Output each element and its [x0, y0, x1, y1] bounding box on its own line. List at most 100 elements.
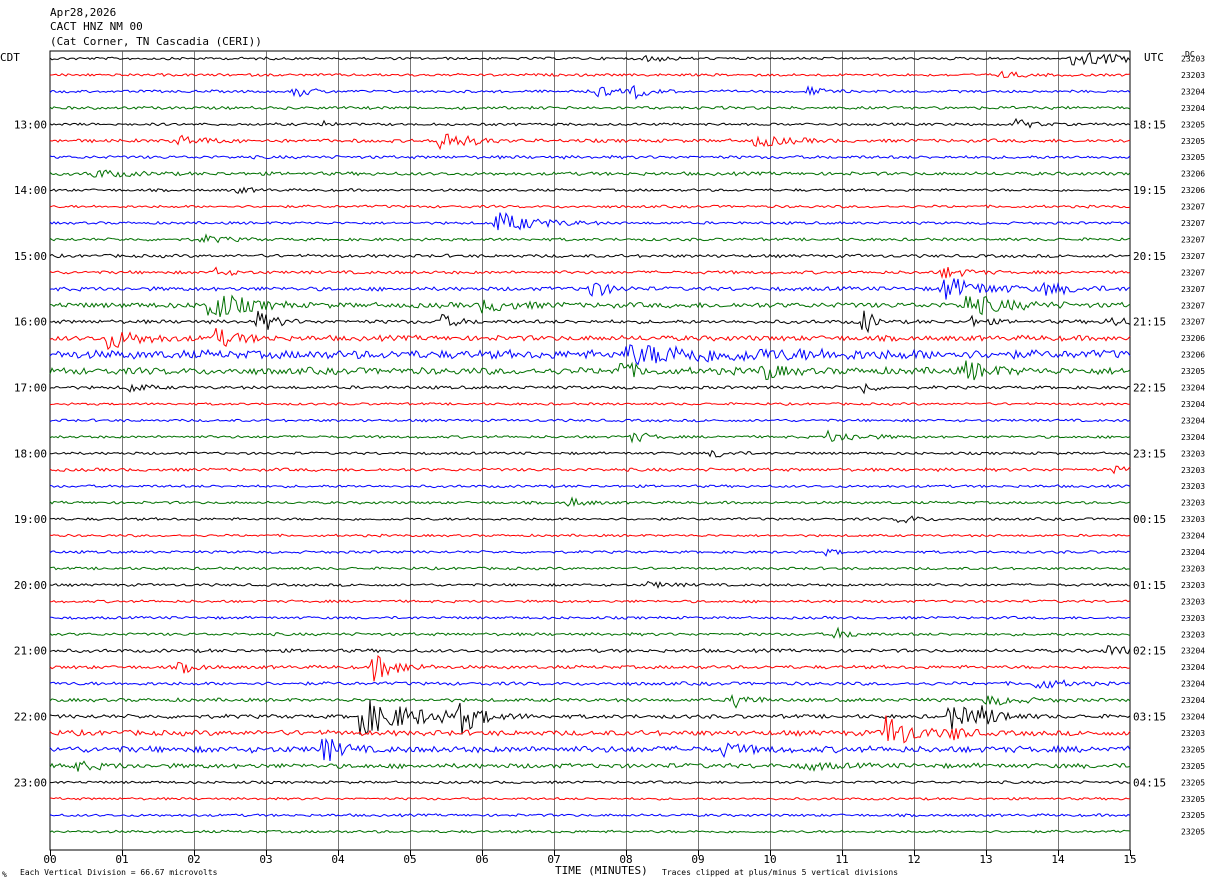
x-tick-label: 09: [691, 853, 704, 866]
dc-offset-label: 23204: [1181, 104, 1205, 113]
cdt-hour-label: 19:00: [14, 513, 47, 526]
dc-offset-label: 23204: [1181, 87, 1205, 96]
dc-offset-label: 23203: [1181, 729, 1205, 738]
dc-offset-label: 23203: [1181, 482, 1205, 491]
cdt-hour-label: 14:00: [14, 184, 47, 197]
dc-offset-label: 23206: [1181, 170, 1205, 179]
dc-offset-label: 23204: [1181, 532, 1205, 541]
cdt-hour-label: 21:00: [14, 645, 47, 658]
trace-line: [49, 204, 1131, 209]
dc-offset-label: 23204: [1181, 680, 1205, 689]
utc-hour-label: 23:15: [1133, 447, 1166, 460]
utc-hour-label: 00:15: [1133, 513, 1166, 526]
trace-line: [49, 484, 1131, 489]
trace-line: [49, 449, 1131, 458]
utc-hour-label: 01:15: [1133, 579, 1166, 592]
dc-offset-label: 23207: [1181, 219, 1205, 228]
x-tick-label: 11: [835, 853, 848, 866]
trace-line: [49, 644, 1131, 656]
dc-offset-label: 23204: [1181, 696, 1205, 705]
trace-line: [49, 186, 1131, 195]
trace-line: [49, 715, 1131, 744]
trace-line: [49, 169, 1131, 179]
dc-offset-label: 23203: [1181, 449, 1205, 458]
dc-offset-label: 23203: [1181, 71, 1205, 80]
dc-offset-label: 23207: [1181, 203, 1205, 212]
cdt-hour-label: 15:00: [14, 250, 47, 263]
utc-hour-label: 22:15: [1133, 382, 1166, 395]
dc-offset-label: 23207: [1181, 268, 1205, 277]
x-tick-label: 04: [331, 853, 345, 866]
dc-offset-label: 23203: [1181, 581, 1205, 590]
trace-line: [49, 465, 1131, 475]
dc-offset-label: 23203: [1181, 55, 1205, 64]
dc-offset-label: 23204: [1181, 400, 1205, 409]
dc-offset-label: 23204: [1181, 713, 1205, 722]
trace-line: [49, 566, 1131, 571]
trace-line: [49, 278, 1131, 300]
trace-line: [49, 796, 1131, 801]
utc-hour-label: 02:15: [1133, 645, 1166, 658]
dc-offset-label: 23206: [1181, 334, 1205, 343]
utc-hour-label: 18:15: [1133, 118, 1166, 131]
dc-offset-label: 23205: [1181, 137, 1205, 146]
trace-line: [49, 829, 1131, 834]
dc-offset-label: 23203: [1181, 499, 1205, 508]
trace-line: [49, 266, 1131, 280]
dc-offset-label: 23205: [1181, 367, 1205, 376]
header-station: CACT HNZ NM 00: [50, 20, 143, 33]
trace-line: [49, 133, 1131, 151]
trace-line: [49, 327, 1131, 351]
dc-offset-label: 23203: [1181, 597, 1205, 606]
dc-offset-label: 23204: [1181, 548, 1205, 557]
x-tick-label: 05: [403, 853, 416, 866]
dc-offset-label: 23203: [1181, 466, 1205, 475]
trace-line: [49, 360, 1131, 381]
trace-line: [49, 233, 1131, 244]
dc-offset-header: DC: [1185, 50, 1195, 59]
right-timezone-label: UTC: [1144, 51, 1164, 64]
dc-offset-label: 23206: [1181, 351, 1205, 360]
dc-offset-label: 23207: [1181, 285, 1205, 294]
dc-offset-label: 23204: [1181, 416, 1205, 425]
clip-note: Traces clipped at plus/minus 5 vertical …: [662, 868, 898, 877]
trace-line: [50, 70, 1131, 79]
x-tick-label: 06: [475, 853, 488, 866]
x-tick-label: 03: [259, 853, 272, 866]
scale-note: Each Vertical Division = 66.67 microvolt…: [20, 868, 218, 877]
trace-line: [49, 737, 1131, 762]
trace-line: [49, 699, 1131, 735]
cdt-hour-label: 22:00: [14, 711, 47, 724]
trace-line: [49, 515, 1131, 524]
dc-offset-label: 23203: [1181, 564, 1205, 573]
dc-offset-labels: 23203 23203 23204 23204 23205 23205 23205 23206…: [1181, 55, 1205, 837]
dc-offset-label: 23203: [1181, 515, 1205, 524]
trace-line: [49, 253, 1131, 259]
x-tick-label: 00: [43, 853, 56, 866]
dc-offset-label: 23205: [1181, 762, 1205, 771]
trace-line: [49, 599, 1131, 604]
cdt-hour-label: 20:00: [14, 579, 47, 592]
utc-hour-label: 19:15: [1133, 184, 1166, 197]
utc-hour-label: 03:15: [1133, 711, 1166, 724]
trace-line: [49, 154, 1131, 160]
dc-offset-label: 23205: [1181, 120, 1205, 129]
minute-tick-labels: 00 01 02 03 04 05 06 07 08 09 10 11 12 13 14 15: [43, 853, 1136, 866]
x-tick-label: 02: [187, 853, 200, 866]
trace-line: [49, 294, 1131, 318]
trace-line: [49, 105, 1131, 111]
dc-offset-label: 23205: [1181, 828, 1205, 837]
trace-line: [49, 212, 1131, 231]
dc-offset-label: 23203: [1181, 630, 1205, 639]
trace-line: [49, 51, 1131, 66]
trace-line: [49, 382, 1131, 395]
header: Apr28,2026 CACT HNZ NM 00 (Cat Corner, T…: [50, 6, 262, 48]
dc-offset-label: 23207: [1181, 318, 1205, 327]
dc-offset-label: 23205: [1181, 745, 1205, 754]
trace-line: [49, 418, 1131, 423]
trace-line: [49, 679, 1131, 690]
trace-line: [49, 655, 1131, 682]
trace-line: [49, 533, 1131, 538]
utc-hour-label: 20:15: [1133, 250, 1166, 263]
